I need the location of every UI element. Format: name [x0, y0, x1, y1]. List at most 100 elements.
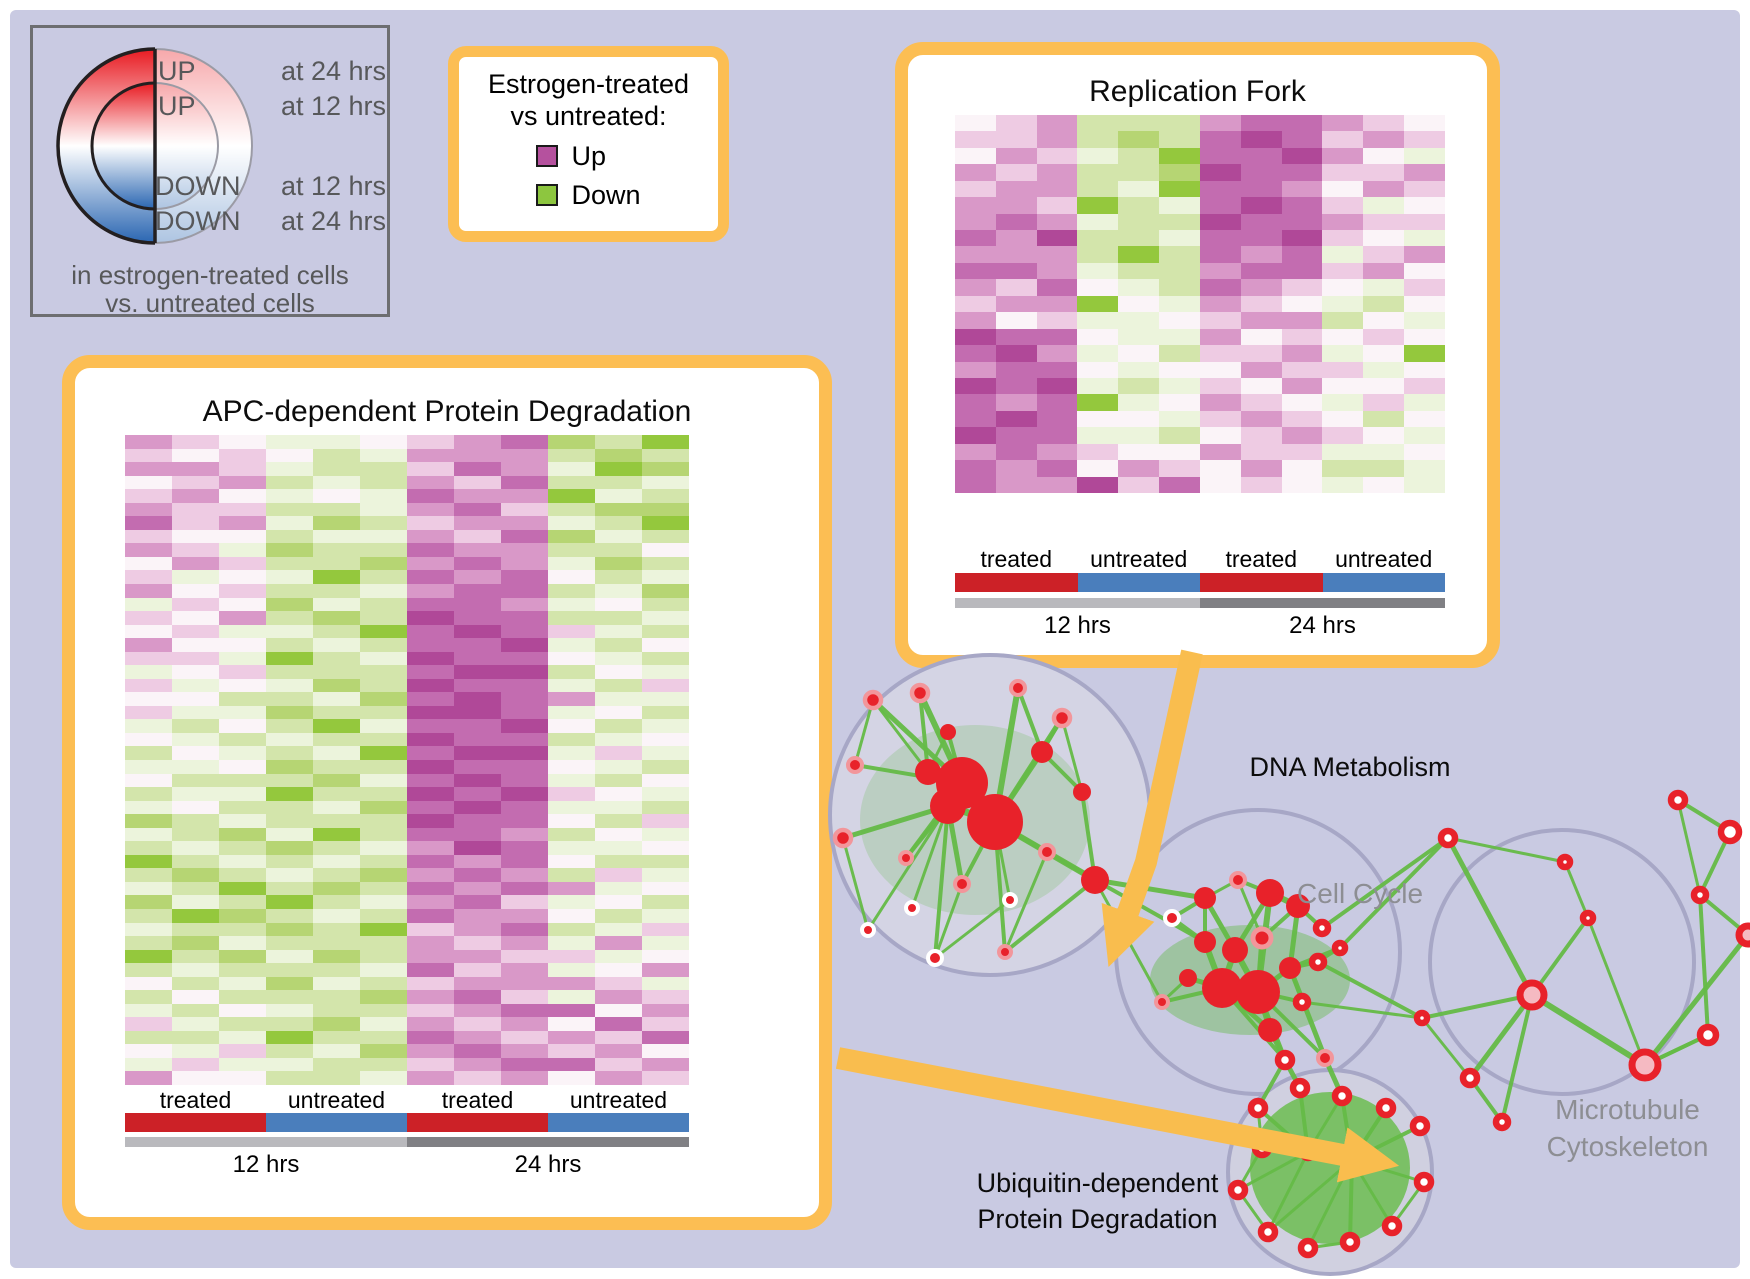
heatmap-cell: [501, 624, 548, 639]
heatmap-cell: [125, 502, 172, 517]
heatmap-cell: [360, 597, 407, 612]
heatmap-cell: [313, 1057, 360, 1072]
heatmap-cell: [955, 328, 996, 346]
heatmap-cell: [1077, 213, 1119, 231]
heatmap-cell: [1199, 427, 1241, 444]
heatmap-cell: [360, 516, 407, 530]
heatmap-cell: [313, 692, 360, 706]
heatmap-cell: [642, 800, 689, 815]
heatmap-cell: [642, 732, 689, 747]
heatmap-cell: [642, 936, 689, 950]
rf-time-bar: [955, 598, 1445, 608]
heatmap-cell: [501, 1071, 548, 1085]
heatmap-cell: [1159, 377, 1200, 395]
heatmap-cell: [595, 624, 642, 639]
heatmap-cell: [172, 638, 219, 652]
heatmap-cell: [1363, 147, 1405, 165]
heatmap-cell: [1199, 115, 1241, 132]
heatmap-cell: [219, 448, 266, 463]
heatmap-cell: [1199, 164, 1241, 181]
heatmap-cell: [1322, 213, 1364, 231]
heatmap-cell: [454, 543, 501, 557]
heatmap-cell: [1404, 279, 1445, 296]
heatmap-cell: [1159, 246, 1200, 263]
heatmap-cell: [642, 570, 689, 584]
heatmap-cell: [266, 895, 313, 909]
rf-bar-untreated-blue-2: [1322, 573, 1445, 592]
heatmap-cell: [501, 963, 548, 977]
heatmap-cell: [172, 516, 219, 530]
heatmap-cell: [501, 787, 548, 801]
heatmap-cell: [595, 936, 642, 950]
gene-node-pink-core: [1735, 922, 1750, 948]
heatmap-cell: [266, 827, 313, 842]
heatmap-cell: [642, 881, 689, 896]
heatmap-cell: [955, 213, 996, 231]
replication-fork-title: Replication Fork: [1089, 75, 1306, 108]
heatmap-cell: [266, 1057, 313, 1072]
heatmap-cell: [172, 760, 219, 774]
heatmap-cell: [313, 1003, 360, 1018]
heatmap-cell: [995, 262, 1037, 280]
heatmap-cell: [1159, 312, 1200, 329]
heatmap-cell: [548, 624, 595, 639]
heatmap-cell: [1363, 476, 1405, 493]
heatmap-cell: [595, 638, 642, 652]
heatmap-cell: [595, 854, 642, 869]
heatmap-cell: [266, 448, 313, 463]
heatmap-cell: [548, 529, 595, 544]
heatmap-cell: [266, 963, 313, 977]
heatmap-cell: [1159, 328, 1200, 346]
heatmap-cell: [454, 611, 501, 625]
heatmap-cell: [360, 936, 407, 950]
heatmap-cell: [642, 814, 689, 828]
heatmap-cell: [172, 800, 219, 815]
heatmap-cell: [407, 583, 454, 598]
heatmap-cell: [266, 516, 313, 530]
heatmap-cell: [125, 611, 172, 625]
apc-group-treated-1: treated: [159, 1087, 232, 1113]
apc-bar-untreated-blue-2: [548, 1113, 689, 1132]
heatmap-cell: [313, 936, 360, 950]
heatmap-cell: [955, 476, 996, 493]
heatmap-cell: [501, 570, 548, 584]
heatmap-cell: [548, 800, 595, 815]
heatmap-cell: [172, 1057, 219, 1072]
heatmap-cell: [266, 678, 313, 693]
heatmap-cell: [360, 719, 407, 733]
heatmap-cell: [548, 746, 595, 760]
heatmap-cell: [172, 678, 219, 693]
heatmap-cell: [407, 1030, 454, 1045]
heatmap-cell: [125, 936, 172, 950]
rf-bar-treated-red-1: [955, 573, 1078, 592]
heatmap-cell: [1363, 328, 1405, 346]
heatmap-cell: [219, 611, 266, 625]
heatmap-cell: [642, 678, 689, 693]
heatmap-cell: [172, 611, 219, 625]
heatmap-cell: [995, 213, 1037, 231]
heatmap-cell: [595, 448, 642, 463]
heatmap-cell: [313, 760, 360, 774]
heatmap-cell: [407, 516, 454, 530]
heatmap-cell: [454, 556, 501, 571]
heatmap-cell: [313, 570, 360, 584]
heatmap-cell: [995, 345, 1037, 362]
heatmap-cell: [360, 678, 407, 693]
heatmap-cell: [1363, 131, 1405, 148]
heatmap-cell: [1199, 345, 1241, 362]
heatmap-cell: [125, 1071, 172, 1085]
heatmap-cell: [313, 922, 360, 937]
heatmap-cell: [642, 489, 689, 503]
heatmap-cell: [548, 611, 595, 625]
heatmap-cell: [501, 556, 548, 571]
heatmap-cell: [1077, 147, 1119, 165]
heatmap-cell: [501, 435, 548, 449]
heatmap-cell: [995, 131, 1037, 148]
heatmap-cell: [172, 543, 219, 557]
heatmap-cell: [1118, 147, 1160, 165]
heatmap-cell: [219, 556, 266, 571]
heatmap-cell: [360, 746, 407, 760]
heatmap-cell: [313, 800, 360, 815]
heatmap-cell: [1159, 180, 1200, 198]
heatmap-cell: [595, 611, 642, 625]
